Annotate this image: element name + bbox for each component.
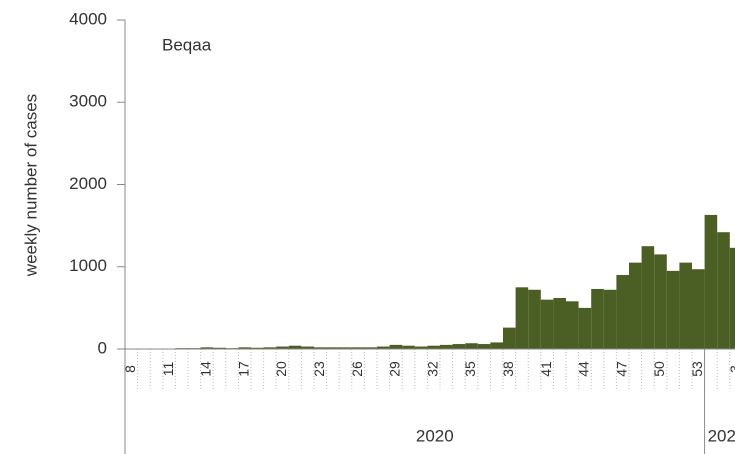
bar (452, 344, 466, 349)
bar (326, 347, 340, 349)
y-axis-label: weekly number of cases (21, 94, 40, 277)
bar (566, 301, 579, 349)
x-tick-label: 41 (538, 361, 554, 377)
bar (603, 289, 617, 349)
year-label: 2021 (708, 426, 735, 445)
x-tick-label: 14 (198, 361, 214, 377)
bar (440, 344, 453, 349)
bar (364, 347, 377, 349)
bar (301, 346, 314, 349)
x-tick-label: 26 (349, 361, 365, 377)
bar (339, 347, 352, 349)
x-tick-label: 23 (311, 361, 327, 377)
bar (729, 247, 735, 349)
bar (553, 298, 566, 349)
x-tick-label: 17 (235, 361, 251, 377)
bar (465, 343, 478, 349)
y-tick-label: 0 (98, 338, 107, 357)
x-tick-label: 53 (689, 361, 705, 377)
year-label: 2020 (416, 426, 454, 445)
bar (616, 274, 629, 349)
bar (503, 327, 516, 349)
bar (629, 262, 642, 349)
bar (238, 347, 251, 349)
bar (200, 347, 214, 349)
bar (679, 262, 692, 349)
x-tick-label: 11 (160, 362, 176, 377)
x-tick-label: 29 (387, 361, 403, 377)
bar (591, 288, 604, 349)
bar (427, 345, 440, 349)
bar (288, 345, 302, 349)
bar (263, 347, 277, 349)
bar (351, 347, 365, 349)
bar (666, 270, 680, 349)
y-tick-label: 3000 (69, 92, 107, 111)
bar (276, 346, 289, 349)
bar (528, 289, 541, 349)
bar (477, 344, 491, 349)
x-tick-label: 35 (462, 361, 478, 377)
bar (704, 214, 718, 349)
bar (414, 346, 428, 349)
bar (314, 347, 327, 349)
bar (389, 344, 403, 349)
bar (490, 342, 503, 349)
y-tick-label: 4000 (69, 9, 107, 28)
x-tick-label: 44 (576, 361, 592, 377)
bar (251, 347, 264, 349)
bar (654, 254, 667, 349)
x-tick-label: 47 (613, 361, 629, 377)
bar (213, 347, 226, 349)
x-tick-label: 3 (727, 365, 735, 373)
annotation: Beqaa (162, 35, 212, 54)
bar (692, 269, 705, 349)
x-tick-label: 20 (273, 361, 289, 377)
x-tick-label: 32 (424, 361, 440, 377)
bar (717, 232, 730, 349)
bar (641, 246, 655, 349)
bar (578, 307, 592, 349)
x-tick-label: 50 (651, 361, 667, 377)
x-tick-label: 38 (500, 361, 516, 377)
bar (515, 287, 529, 349)
x-tick-label: 8 (122, 365, 138, 373)
bar (402, 345, 415, 349)
bar (540, 299, 554, 349)
bar (377, 346, 390, 349)
y-tick-label: 2000 (69, 174, 107, 193)
y-tick-label: 1000 (69, 256, 107, 275)
